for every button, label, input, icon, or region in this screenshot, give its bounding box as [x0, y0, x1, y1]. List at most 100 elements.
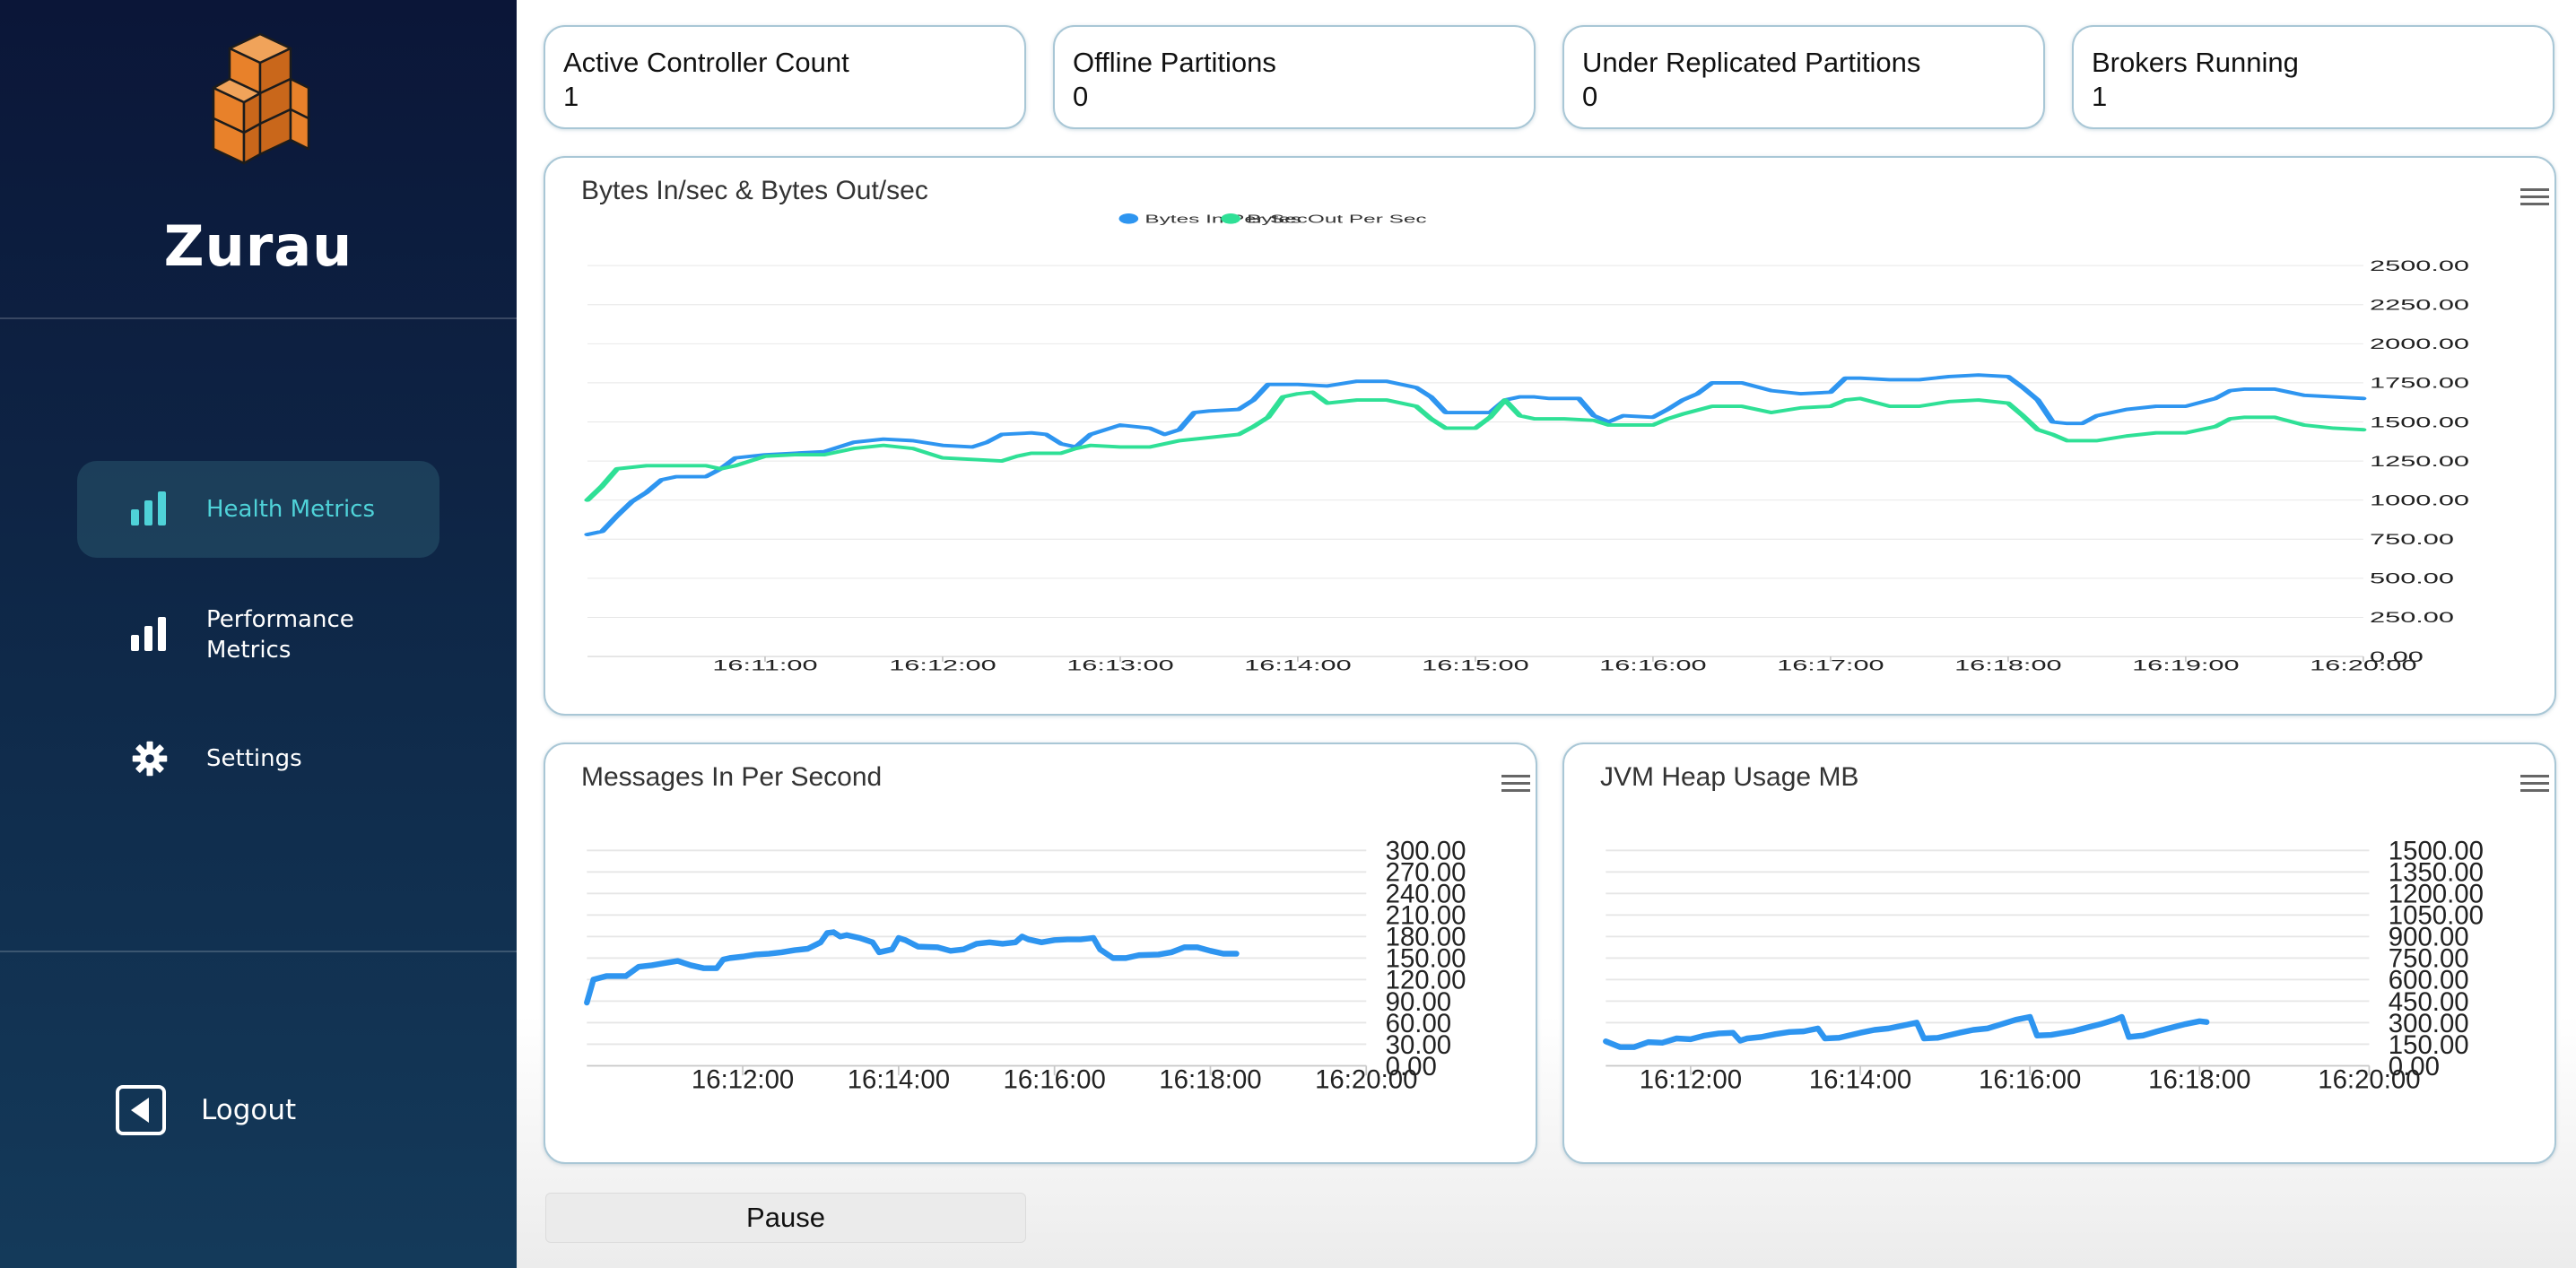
sidebar-item-health-metrics[interactable]: Health Metrics [77, 461, 439, 558]
y-tick-label: 60.00 [1386, 1009, 1452, 1038]
kpi-title: Offline Partitions [1073, 47, 1276, 78]
x-tick-label: 16:18:00 [1159, 1064, 1261, 1094]
y-tick-label: 0.00 [1386, 1052, 1437, 1081]
series-line-bytes-in-per-sec [584, 373, 2367, 536]
y-tick-label: 600.00 [2389, 966, 2469, 995]
sidebar-item-label: Settings [206, 745, 302, 772]
y-tick-label: 150.00 [1386, 944, 1466, 974]
back-arrow-icon [116, 1085, 166, 1135]
zurau-logo-icon [212, 32, 310, 165]
sidebar-item-performance-metrics[interactable]: Performance Metrics [77, 586, 439, 683]
y-tick-label: 0.00 [2389, 1052, 2440, 1081]
y-tick-label: 300.00 [2389, 1009, 2469, 1038]
kpi-value: 1 [2092, 81, 2108, 112]
jvm-line-chart: 0.00150.00300.00450.00600.00750.00900.00… [1603, 837, 2484, 1095]
y-tick-label: 240.00 [1386, 880, 1466, 909]
y-tick-label: 300.00 [1386, 837, 1466, 866]
chart-card-messages: Messages In Per Second 0.00 30.00 60.00 90.… [544, 743, 1537, 1164]
y-tick-label: 0.00 [2370, 649, 2424, 665]
x-tick-label: 16:14:00 [1244, 658, 1351, 674]
series-line-jvm [1603, 1013, 2210, 1050]
y-tick-label: 210.00 [1386, 901, 1466, 931]
logout-button[interactable]: Logout [115, 1083, 296, 1137]
sidebar-item-settings[interactable]: Settings [77, 710, 439, 807]
y-tick-label: 900.00 [2389, 923, 2469, 952]
legend-marker [1118, 213, 1139, 224]
sidebar-divider [0, 951, 517, 952]
bar-chart-icon [131, 617, 166, 651]
x-tick-label: 16:20:00 [1315, 1064, 1417, 1094]
y-tick-label: 2250.00 [2370, 297, 2469, 313]
y-tick-label: 250.00 [2370, 610, 2454, 626]
y-tick-label: 1200.00 [2389, 880, 2484, 909]
brand-name: Zurau [163, 213, 353, 279]
x-tick-label: 16:20:00 [2318, 1064, 2420, 1094]
y-tick-label: 1250.00 [2370, 454, 2469, 470]
y-tick-label: 500.00 [2370, 571, 2454, 587]
y-tick-label: 90.00 [1386, 987, 1452, 1017]
hamburger-menu-icon[interactable] [2520, 187, 2549, 208]
x-tick-label: 16:19:00 [2132, 658, 2239, 674]
kpi-card-brokers-running: Brokers Running 1 [2072, 25, 2554, 129]
kpi-value: 0 [1073, 81, 1089, 112]
y-tick-label: 750.00 [2370, 532, 2454, 548]
kpi-title: Brokers Running [2092, 47, 2299, 78]
y-tick-label: 2000.00 [2370, 336, 2469, 352]
y-tick-label: 180.00 [1386, 923, 1466, 952]
gear-icon [132, 741, 168, 777]
legend-label: Bytes Out Per Sec [1247, 213, 1427, 226]
bar-chart-icon [131, 491, 166, 525]
pause-button[interactable]: Pause [545, 1193, 1026, 1243]
logout-label: Logout [201, 1094, 297, 1126]
y-tick-label: 1050.00 [2389, 901, 2484, 931]
y-tick-label: 450.00 [2389, 987, 2469, 1017]
chart-title: JVM Heap Usage MB [1600, 762, 1859, 792]
chart-title: Messages In Per Second [581, 762, 883, 792]
chart-card-jvm: JVM Heap Usage MB 0.00 150.00 300.00 450.00… [1562, 743, 2556, 1164]
x-tick-label: 16:11:00 [712, 658, 817, 674]
series-line-messages [584, 929, 1240, 1006]
y-tick-label: 120.00 [1386, 966, 1466, 995]
kpi-value: 0 [1582, 81, 1598, 112]
main-content: Active Controller Count 1 Offline Partit… [517, 0, 2576, 1268]
y-tick-label: 270.00 [1386, 858, 1466, 888]
hamburger-menu-icon[interactable] [2520, 773, 2549, 795]
x-tick-label: 16:18:00 [1954, 658, 2061, 674]
chart-card-bytes: Bytes In/sec & Bytes Out/sec 0.00 250.00 5… [544, 156, 2556, 716]
messages-line-chart: 0.0030.0060.0090.00120.00150.00180.00210… [584, 837, 1466, 1095]
x-tick-label: 16:12:00 [692, 1064, 794, 1094]
y-tick-label: 1350.00 [2389, 858, 2484, 888]
x-tick-label: 16:20:00 [2310, 658, 2416, 674]
x-tick-label: 16:14:00 [1809, 1064, 1911, 1094]
chart-title: Bytes In/sec & Bytes Out/sec [581, 176, 928, 205]
x-tick-label: 16:16:00 [1599, 658, 1706, 674]
kpi-title: Under Replicated Partitions [1582, 47, 1921, 78]
kpi-card-under-replicated-partitions: Under Replicated Partitions 0 [1562, 25, 2045, 129]
sidebar-item-label: Health Metrics [206, 496, 376, 523]
hamburger-menu-icon[interactable] [1501, 773, 1530, 795]
series-line-bytes-out-per-sec [584, 390, 2367, 502]
y-tick-label: 1000.00 [2370, 492, 2469, 508]
x-tick-label: 16:14:00 [848, 1064, 950, 1094]
x-tick-label: 16:15:00 [1422, 658, 1528, 674]
y-tick-label: 1500.00 [2370, 414, 2469, 430]
y-tick-label: 30.00 [1386, 1030, 1452, 1060]
kpi-title: Active Controller Count [563, 47, 849, 78]
sidebar: Zurau Health Metrics Performance Metrics [0, 0, 517, 1268]
y-tick-label: 2500.00 [2370, 258, 2469, 274]
y-tick-label: 750.00 [2389, 944, 2469, 974]
x-tick-label: 16:17:00 [1777, 658, 1884, 674]
x-tick-label: 16:12:00 [1640, 1064, 1742, 1094]
sidebar-item-label: Performance Metrics [206, 606, 354, 664]
x-tick-label: 16:13:00 [1066, 658, 1173, 674]
x-tick-label: 16:16:00 [1979, 1064, 2081, 1094]
kpi-card-active-controller-count: Active Controller Count 1 [544, 25, 1026, 129]
legend-marker [1221, 213, 1240, 224]
x-tick-label: 16:16:00 [1003, 1064, 1105, 1094]
y-tick-label: 1750.00 [2370, 376, 2469, 392]
kpi-card-offline-partitions: Offline Partitions 0 [1053, 25, 1536, 129]
kpi-value: 1 [563, 81, 579, 112]
x-tick-label: 16:18:00 [2148, 1064, 2250, 1094]
sidebar-divider [0, 317, 517, 319]
y-tick-label: 1500.00 [2389, 837, 2484, 866]
